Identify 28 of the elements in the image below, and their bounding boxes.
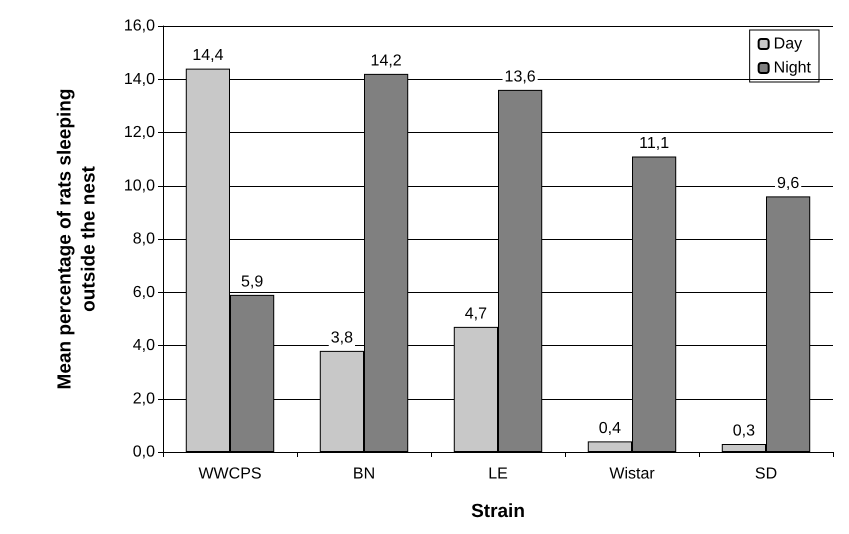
- y-tick-label: 4,0: [132, 337, 156, 354]
- legend-label: Day: [774, 36, 802, 52]
- data-label: 3,8: [330, 329, 354, 346]
- data-label: 9,6: [776, 174, 800, 192]
- x-axis-title: Strain: [471, 501, 525, 522]
- data-label: 14,2: [370, 52, 402, 70]
- x-tick-label: LE: [488, 466, 508, 482]
- y-tick-label: 14,0: [124, 70, 156, 88]
- x-tick-label: BN: [352, 466, 376, 482]
- y-tick-label: 2,0: [132, 390, 156, 408]
- x-tick-label: SD: [754, 466, 778, 482]
- data-label: 5,9: [240, 273, 264, 290]
- y-tick-label: 8,0: [132, 230, 156, 248]
- x-tick-label: WWCPS: [198, 466, 262, 482]
- y-tick-label: 0,0: [132, 444, 156, 460]
- y-tick-label: 10,0: [124, 177, 156, 194]
- y-tick-label: 12,0: [124, 124, 156, 141]
- data-label: 11,1: [639, 134, 670, 152]
- data-label: 0,3: [732, 422, 756, 440]
- y-axis-title: Mean percentage of rats sleeping outside the nest: [54, 88, 100, 390]
- x-tick-label: Wistar: [609, 466, 656, 482]
- y-tick-label: 6,0: [132, 284, 156, 301]
- y-tick-label: 16,0: [124, 18, 156, 34]
- data-label: 14,4: [192, 47, 224, 64]
- legend-label: Night: [774, 60, 812, 76]
- data-label: 4,7: [464, 305, 488, 322]
- data-label: 13,6: [504, 68, 536, 86]
- data-label: 0,4: [598, 420, 622, 437]
